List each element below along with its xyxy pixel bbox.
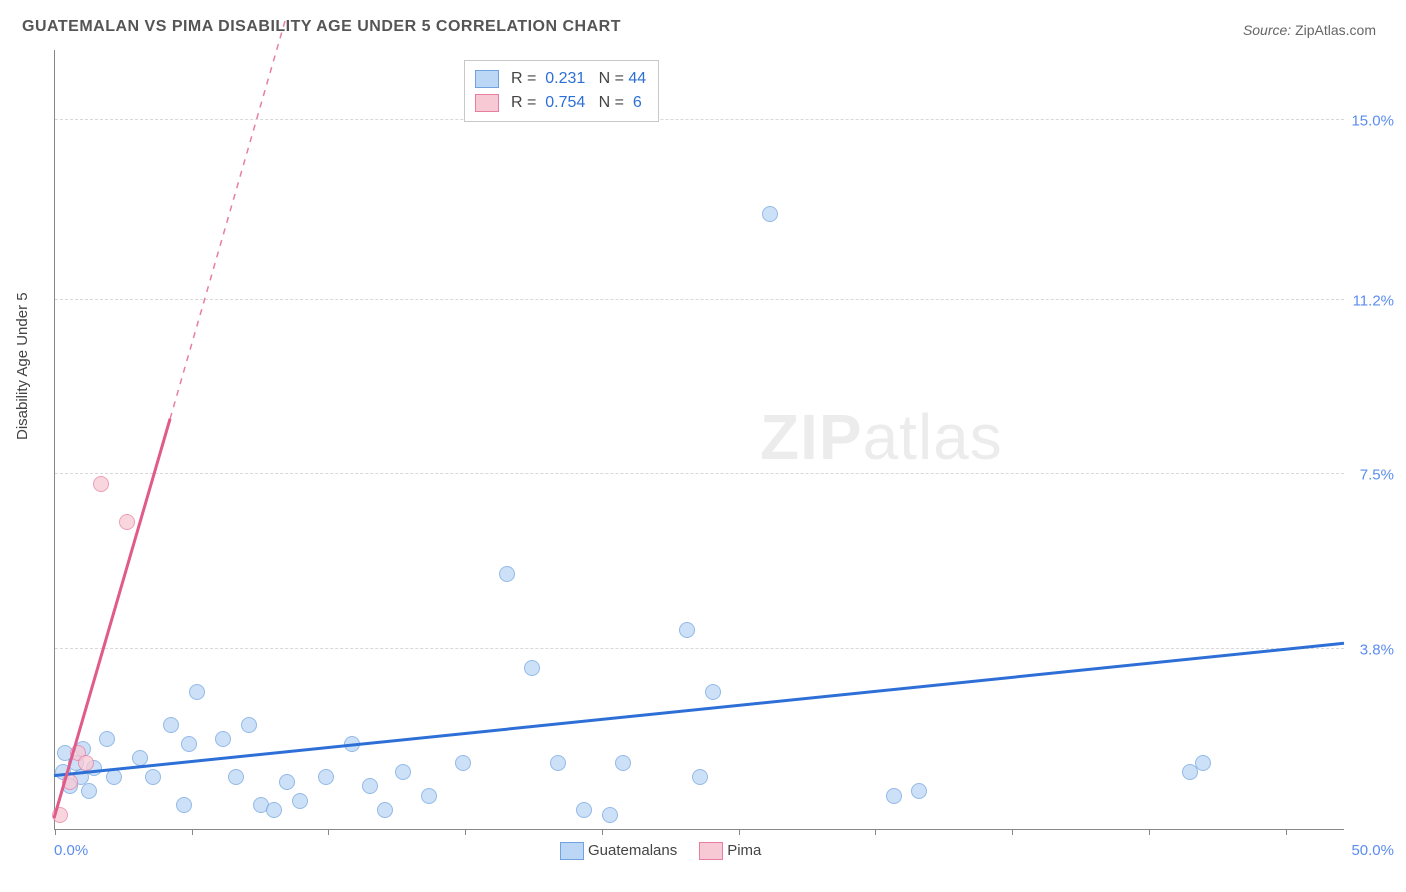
data-point <box>52 807 68 823</box>
legend-label: Pima <box>727 842 761 859</box>
data-point <box>692 769 708 785</box>
x-tick <box>875 829 876 835</box>
data-point <box>81 783 97 799</box>
data-point <box>132 750 148 766</box>
data-point <box>93 476 109 492</box>
source-credit: Source: ZipAtlas.com <box>1243 22 1376 38</box>
stats-swatch <box>475 94 499 112</box>
data-point <box>615 755 631 771</box>
data-point <box>189 684 205 700</box>
source-label: Source: <box>1243 22 1291 38</box>
gridline <box>55 299 1344 300</box>
series-legend: Guatemalans Pima <box>560 842 783 860</box>
data-point <box>266 802 282 818</box>
data-point <box>499 566 515 582</box>
data-point <box>318 769 334 785</box>
correlation-stats-box: R = 0.231 N = 44R = 0.754 N = 6 <box>464 60 659 122</box>
x-tick <box>602 829 603 835</box>
data-point <box>279 774 295 790</box>
x-tick <box>1012 829 1013 835</box>
data-point <box>362 778 378 794</box>
gridline <box>55 119 1344 120</box>
data-point <box>145 769 161 785</box>
data-point <box>215 731 231 747</box>
data-point <box>911 783 927 799</box>
stats-swatch <box>475 70 499 88</box>
x-tick <box>465 829 466 835</box>
y-tick-label: 7.5% <box>1360 467 1394 484</box>
y-axis-label: Disability Age Under 5 <box>14 292 31 440</box>
data-point <box>602 807 618 823</box>
data-point <box>292 793 308 809</box>
y-tick-label: 15.0% <box>1351 112 1394 129</box>
gridline <box>55 473 1344 474</box>
stats-row: R = 0.754 N = 6 <box>475 91 646 115</box>
x-tick <box>55 829 56 835</box>
gridline <box>55 648 1344 649</box>
y-tick-label: 3.8% <box>1360 642 1394 659</box>
data-point <box>886 788 902 804</box>
data-point <box>550 755 566 771</box>
data-point <box>176 797 192 813</box>
data-point <box>679 622 695 638</box>
data-point <box>181 736 197 752</box>
x-tick <box>1149 829 1150 835</box>
data-point <box>395 764 411 780</box>
data-point <box>524 660 540 676</box>
x-axis-max-label: 50.0% <box>1351 842 1394 859</box>
scatter-plot-area <box>54 50 1344 830</box>
data-point <box>99 731 115 747</box>
data-point <box>62 774 78 790</box>
data-point <box>241 717 257 733</box>
legend-swatch <box>699 842 723 860</box>
chart-title: GUATEMALAN VS PIMA DISABILITY AGE UNDER … <box>22 18 621 36</box>
x-tick <box>192 829 193 835</box>
x-tick <box>1286 829 1287 835</box>
data-point <box>228 769 244 785</box>
data-point <box>377 802 393 818</box>
data-point <box>344 736 360 752</box>
legend-swatch <box>560 842 584 860</box>
data-point <box>78 755 94 771</box>
legend-label: Guatemalans <box>588 842 677 859</box>
data-point <box>762 206 778 222</box>
stats-text: R = 0.231 N = 44 <box>511 67 646 91</box>
data-point <box>163 717 179 733</box>
stats-row: R = 0.231 N = 44 <box>475 67 646 91</box>
stats-text: R = 0.754 N = 6 <box>511 91 642 115</box>
source-value: ZipAtlas.com <box>1295 22 1376 38</box>
data-point <box>1195 755 1211 771</box>
data-point <box>106 769 122 785</box>
x-tick <box>328 829 329 835</box>
data-point <box>576 802 592 818</box>
y-tick-label: 11.2% <box>1353 292 1394 309</box>
x-tick <box>739 829 740 835</box>
x-axis-min-label: 0.0% <box>54 842 88 859</box>
data-point <box>455 755 471 771</box>
data-point <box>119 514 135 530</box>
data-point <box>705 684 721 700</box>
data-point <box>421 788 437 804</box>
